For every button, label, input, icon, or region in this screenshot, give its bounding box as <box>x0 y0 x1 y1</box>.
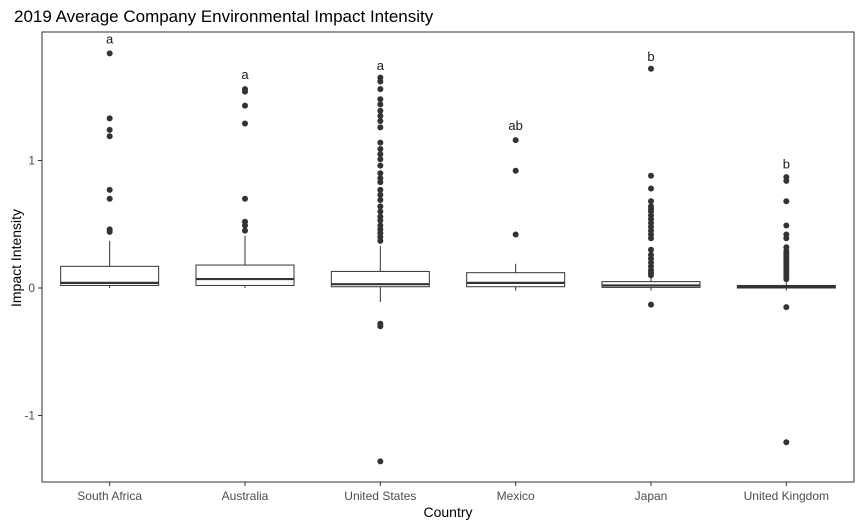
outlier-point <box>106 133 113 140</box>
outlier-point <box>377 107 384 114</box>
outlier-point <box>648 235 654 242</box>
plot-panel <box>41 31 855 483</box>
outlier-point <box>242 120 248 127</box>
outlier-point <box>377 86 384 93</box>
outlier-point <box>106 115 113 122</box>
outlier-point <box>242 222 248 229</box>
outlier-point <box>377 186 384 193</box>
box <box>330 270 430 288</box>
outlier-point <box>377 162 384 169</box>
box <box>60 265 160 286</box>
outlier-point <box>648 185 654 192</box>
outlier-point <box>377 96 384 103</box>
outlier-point <box>377 323 384 330</box>
x-tick-label: South Africa <box>77 489 142 503</box>
outlier-point <box>648 301 654 308</box>
outlier-point <box>648 198 654 205</box>
outlier-point <box>377 112 384 119</box>
outlier-point <box>106 50 113 57</box>
outlier-point <box>377 151 384 158</box>
x-tick-label: United States <box>344 489 416 503</box>
y-tick-label: 1 <box>28 154 35 168</box>
group-letter: b <box>647 49 654 64</box>
outlier-point <box>377 146 384 153</box>
outlier-point <box>377 78 384 85</box>
outlier-point <box>783 439 790 446</box>
outlier-point <box>377 458 384 465</box>
y-axis-title: Impact Intensity <box>8 209 24 307</box>
outlier-point <box>377 179 384 186</box>
group-letter: a <box>106 31 114 46</box>
outlier-point <box>377 197 384 204</box>
x-tick-label: United Kingdom <box>744 489 829 503</box>
x-tick-label: Japan <box>635 489 668 503</box>
outlier-point <box>242 227 248 234</box>
y-tick-label: 0 <box>28 281 35 295</box>
outlier-point <box>648 65 654 72</box>
outlier-point <box>783 276 790 283</box>
outlier-point <box>377 208 384 215</box>
x-tick-label: Mexico <box>497 489 535 503</box>
outlier-point <box>377 117 384 124</box>
group-letter: ab <box>508 118 522 133</box>
outlier-point <box>783 304 790 311</box>
outlier-point <box>512 231 519 238</box>
outlier-point <box>106 126 113 133</box>
chart-title: 2019 Average Company Environmental Impac… <box>14 7 434 26</box>
outlier-point <box>783 198 790 205</box>
outlier-point <box>512 167 519 174</box>
group-letter: a <box>241 67 249 82</box>
outlier-point <box>242 88 248 95</box>
outlier-point <box>377 139 384 146</box>
x-tick-label: Australia <box>222 489 269 503</box>
outlier-point <box>783 235 790 242</box>
outlier-point <box>377 217 384 224</box>
outlier-point <box>783 222 790 229</box>
outlier-point <box>648 172 654 179</box>
y-tick-label: -1 <box>24 409 35 423</box>
outlier-point <box>377 203 384 210</box>
outlier-point <box>242 102 248 109</box>
group-letter: a <box>377 58 385 73</box>
group-letter: b <box>783 156 790 171</box>
x-axis-title: Country <box>423 504 472 520</box>
outlier-point <box>377 191 384 198</box>
box <box>466 272 566 288</box>
chart-marks: -1 0 1 South Africa a Australia a United States… <box>24 31 836 503</box>
outlier-point <box>512 137 519 144</box>
outlier-point <box>377 237 384 244</box>
outlier-point <box>783 177 790 184</box>
outlier-point <box>106 228 113 235</box>
outlier-point <box>377 156 384 163</box>
outlier-point <box>648 246 654 253</box>
outlier-point <box>377 101 384 108</box>
outlier-point <box>377 170 384 177</box>
outlier-point <box>106 186 113 193</box>
box <box>195 264 295 286</box>
outlier-point <box>377 124 384 131</box>
outlier-point <box>242 195 248 202</box>
outlier-point <box>648 272 654 279</box>
outlier-point <box>106 195 113 202</box>
